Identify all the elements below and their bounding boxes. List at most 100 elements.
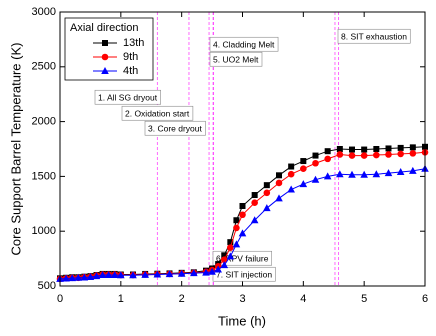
marker xyxy=(92,272,101,280)
marker xyxy=(276,172,282,179)
annotation-label: 4. Cladding Melt xyxy=(213,39,275,49)
annotation-box xyxy=(94,89,161,105)
marker xyxy=(409,150,417,157)
marker xyxy=(233,217,240,224)
marker xyxy=(129,271,137,279)
y-tick-label: 2500 xyxy=(32,61,56,73)
marker xyxy=(141,270,149,278)
marker xyxy=(251,192,258,199)
x-tick-label: 5 xyxy=(361,293,367,305)
marker xyxy=(385,145,392,152)
legend-marker xyxy=(101,53,109,61)
legend-label: 4th xyxy=(123,65,138,77)
event-annotation: 6. RPV failure xyxy=(212,250,273,266)
marker xyxy=(385,151,392,158)
marker xyxy=(226,252,235,260)
marker xyxy=(263,182,270,189)
marker xyxy=(361,146,368,153)
marker xyxy=(227,244,234,251)
x-tick-label: 1 xyxy=(118,293,124,305)
marker xyxy=(336,170,344,178)
marker xyxy=(287,170,295,178)
marker xyxy=(74,273,83,281)
y-tick-label: 1000 xyxy=(32,225,56,237)
marker xyxy=(288,163,295,170)
marker xyxy=(220,256,228,263)
annotation-label: 1. All SG dryout xyxy=(98,92,158,102)
x-tick-label: 0 xyxy=(57,293,63,305)
marker xyxy=(300,158,307,165)
marker xyxy=(202,268,210,276)
x-tick-label: 4 xyxy=(300,293,306,305)
marker xyxy=(373,151,380,159)
marker xyxy=(287,185,295,193)
marker xyxy=(360,152,368,159)
marker xyxy=(86,273,95,281)
marker xyxy=(311,175,320,183)
annotation-box xyxy=(212,250,273,266)
marker xyxy=(104,271,113,279)
legend-title: Axial direction xyxy=(70,22,138,34)
marker xyxy=(348,170,356,178)
y-tick-label: 3000 xyxy=(32,6,56,18)
marker xyxy=(396,168,405,176)
marker xyxy=(336,146,343,152)
event-annotation: 1. All SG dryout xyxy=(94,89,161,105)
marker xyxy=(397,150,404,158)
marker xyxy=(324,148,331,155)
event-annotation: 7. SIT injection xyxy=(212,266,276,282)
marker xyxy=(409,166,417,174)
y-axis-title: Core Support Barrel Temperature (K) xyxy=(8,43,23,256)
event-annotation: 5. UO2 Melt xyxy=(209,51,263,67)
legend: Axial direction 13th 9th 4th xyxy=(64,17,154,81)
marker xyxy=(397,144,404,151)
marker xyxy=(348,152,356,159)
marker xyxy=(300,165,307,173)
legend-marker xyxy=(101,67,109,74)
marker xyxy=(233,224,240,232)
event-annotation: 4. Cladding Melt xyxy=(209,36,279,52)
marker xyxy=(373,146,380,152)
legend-label: 13th xyxy=(123,37,144,49)
marker xyxy=(190,269,198,277)
annotation-label: 8. SIT exhaustion xyxy=(341,31,407,41)
marker xyxy=(220,261,229,269)
marker xyxy=(275,179,283,187)
plot-frame xyxy=(59,11,426,287)
marker xyxy=(349,146,355,153)
marker xyxy=(323,172,332,180)
marker xyxy=(251,199,258,207)
annotation-label: 2. Oxidation start xyxy=(125,108,190,118)
marker xyxy=(221,252,228,259)
marker xyxy=(312,159,319,167)
y-tick-label: 1500 xyxy=(32,170,56,182)
marker xyxy=(384,169,393,177)
marker xyxy=(232,240,241,248)
marker xyxy=(208,267,216,275)
event-annotation: 3. Core dryout xyxy=(144,120,206,136)
marker xyxy=(239,202,246,209)
marker xyxy=(227,239,234,246)
annotation-label: 6. RPV failure xyxy=(216,253,269,263)
marker xyxy=(360,170,368,178)
legend-box xyxy=(64,17,154,81)
legend-label: 9th xyxy=(123,51,138,63)
marker xyxy=(312,152,319,159)
annotation-label: 5. UO2 Melt xyxy=(213,54,259,64)
x-tick-label: 6 xyxy=(422,293,428,305)
marker xyxy=(62,274,70,282)
marker xyxy=(239,211,246,219)
marker xyxy=(324,155,331,163)
x-axis-title: Time (h) xyxy=(218,313,266,328)
marker xyxy=(263,189,271,197)
legend-marker xyxy=(102,40,108,46)
marker xyxy=(299,180,308,188)
annotation-box xyxy=(337,28,411,44)
marker xyxy=(250,216,259,224)
marker xyxy=(214,265,222,273)
event-annotation: 2. Oxidation start xyxy=(121,105,194,121)
marker xyxy=(80,273,89,281)
marker xyxy=(68,274,76,282)
annotation-box xyxy=(144,120,206,136)
annotation-label: 3. Core dryout xyxy=(148,123,202,133)
